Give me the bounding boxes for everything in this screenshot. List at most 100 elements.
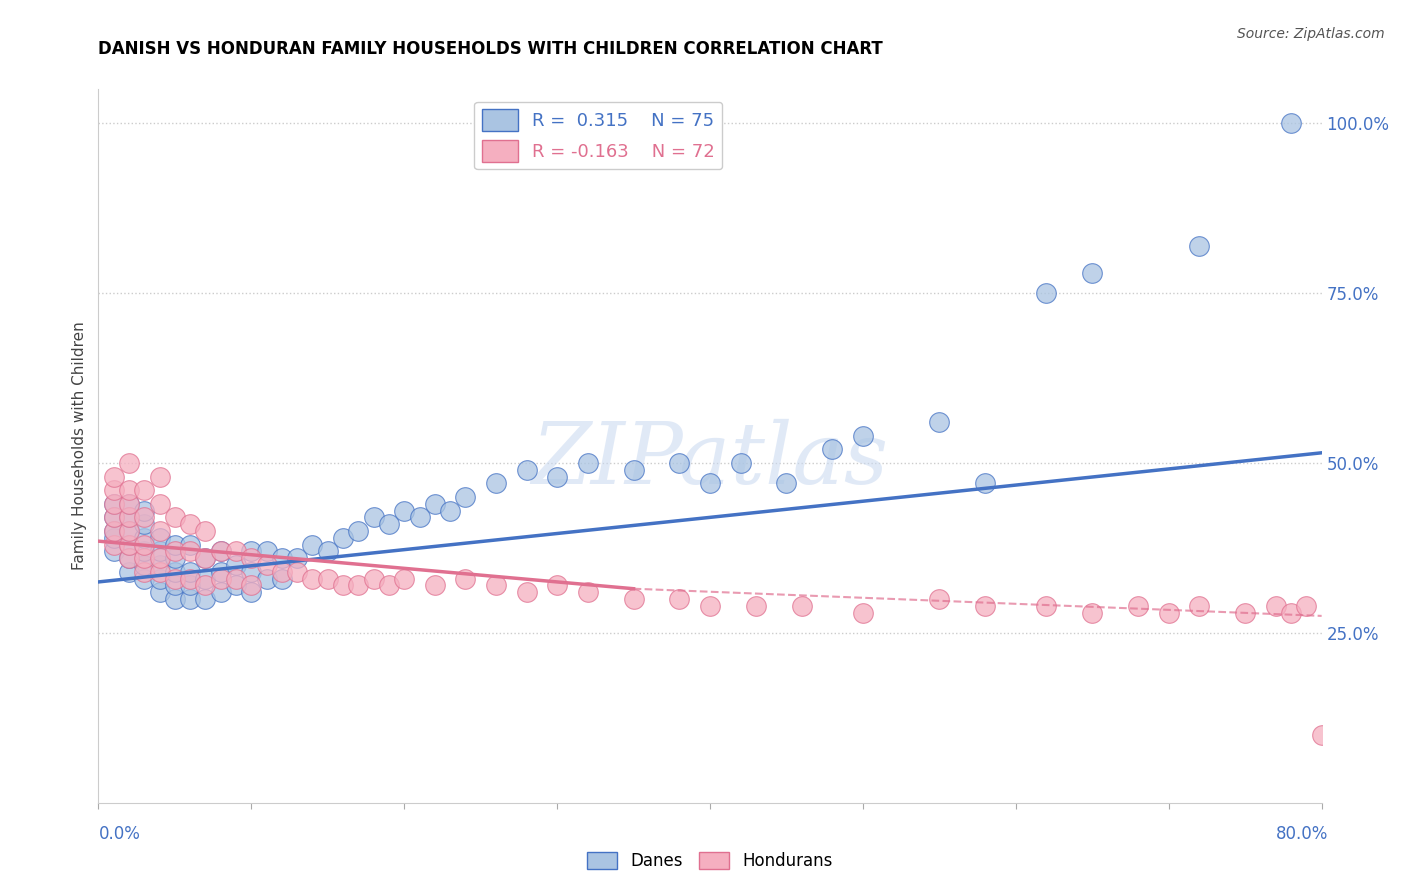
Point	[194, 591, 217, 606]
Point	[775, 476, 797, 491]
Point	[454, 572, 477, 586]
Point	[149, 469, 172, 483]
Point	[134, 531, 156, 545]
Point	[225, 544, 247, 558]
Point	[103, 531, 125, 545]
Point	[149, 558, 172, 572]
Point	[179, 544, 201, 558]
Point	[103, 510, 125, 524]
Point	[118, 551, 141, 566]
Point	[928, 591, 950, 606]
Point	[134, 503, 156, 517]
Point	[745, 599, 768, 613]
Point	[103, 483, 125, 498]
Point	[179, 572, 201, 586]
Point	[974, 599, 997, 613]
Point	[118, 497, 141, 511]
Point	[209, 585, 232, 599]
Point	[118, 483, 141, 498]
Point	[118, 510, 141, 524]
Point	[149, 551, 172, 566]
Point	[240, 565, 263, 579]
Point	[1081, 266, 1104, 280]
Point	[852, 606, 875, 620]
Y-axis label: Family Households with Children: Family Households with Children	[72, 322, 87, 570]
Point	[163, 578, 186, 592]
Point	[103, 524, 125, 538]
Point	[194, 551, 217, 566]
Point	[225, 578, 247, 592]
Point	[408, 510, 430, 524]
Point	[134, 517, 156, 532]
Point	[347, 524, 370, 538]
Point	[363, 510, 385, 524]
Legend: Danes, Hondurans: Danes, Hondurans	[581, 845, 839, 877]
Point	[928, 415, 950, 429]
Point	[439, 503, 461, 517]
Point	[1188, 599, 1211, 613]
Point	[1035, 599, 1057, 613]
Point	[301, 537, 323, 551]
Point	[256, 572, 278, 586]
Point	[668, 456, 690, 470]
Point	[316, 544, 339, 558]
Point	[118, 537, 141, 551]
Point	[163, 551, 186, 566]
Point	[118, 456, 141, 470]
Text: DANISH VS HONDURAN FAMILY HOUSEHOLDS WITH CHILDREN CORRELATION CHART: DANISH VS HONDURAN FAMILY HOUSEHOLDS WIT…	[98, 40, 883, 58]
Point	[163, 537, 186, 551]
Point	[240, 551, 263, 566]
Point	[179, 591, 201, 606]
Point	[179, 517, 201, 532]
Point	[103, 524, 125, 538]
Point	[179, 565, 201, 579]
Point	[1157, 606, 1180, 620]
Point	[118, 551, 141, 566]
Point	[209, 544, 232, 558]
Point	[699, 476, 721, 491]
Text: 80.0%: 80.0%	[1277, 825, 1329, 843]
Point	[103, 544, 125, 558]
Point	[149, 585, 172, 599]
Point	[103, 497, 125, 511]
Point	[392, 572, 416, 586]
Point	[285, 565, 308, 579]
Point	[163, 591, 186, 606]
Point	[194, 578, 217, 592]
Point	[546, 469, 568, 483]
Point	[974, 476, 997, 491]
Point	[225, 572, 247, 586]
Point	[194, 524, 217, 538]
Point	[392, 503, 416, 517]
Point	[149, 565, 172, 579]
Point	[347, 578, 370, 592]
Point	[118, 510, 141, 524]
Point	[316, 572, 339, 586]
Point	[852, 429, 875, 443]
Point	[821, 442, 844, 457]
Point	[134, 483, 156, 498]
Point	[423, 497, 446, 511]
Point	[134, 551, 156, 566]
Point	[270, 551, 292, 566]
Point	[1279, 116, 1302, 130]
Point	[1035, 286, 1057, 301]
Point	[1188, 238, 1211, 252]
Point	[699, 599, 721, 613]
Point	[332, 531, 354, 545]
Point	[240, 578, 263, 592]
Point	[149, 497, 172, 511]
Point	[240, 544, 263, 558]
Point	[163, 565, 186, 579]
Point	[546, 578, 568, 592]
Point	[730, 456, 752, 470]
Point	[1264, 599, 1286, 613]
Point	[149, 572, 172, 586]
Point	[163, 572, 186, 586]
Text: ZIPatlas: ZIPatlas	[531, 419, 889, 501]
Point	[285, 551, 308, 566]
Point	[134, 565, 156, 579]
Point	[149, 531, 172, 545]
Point	[194, 551, 217, 566]
Text: 0.0%: 0.0%	[98, 825, 141, 843]
